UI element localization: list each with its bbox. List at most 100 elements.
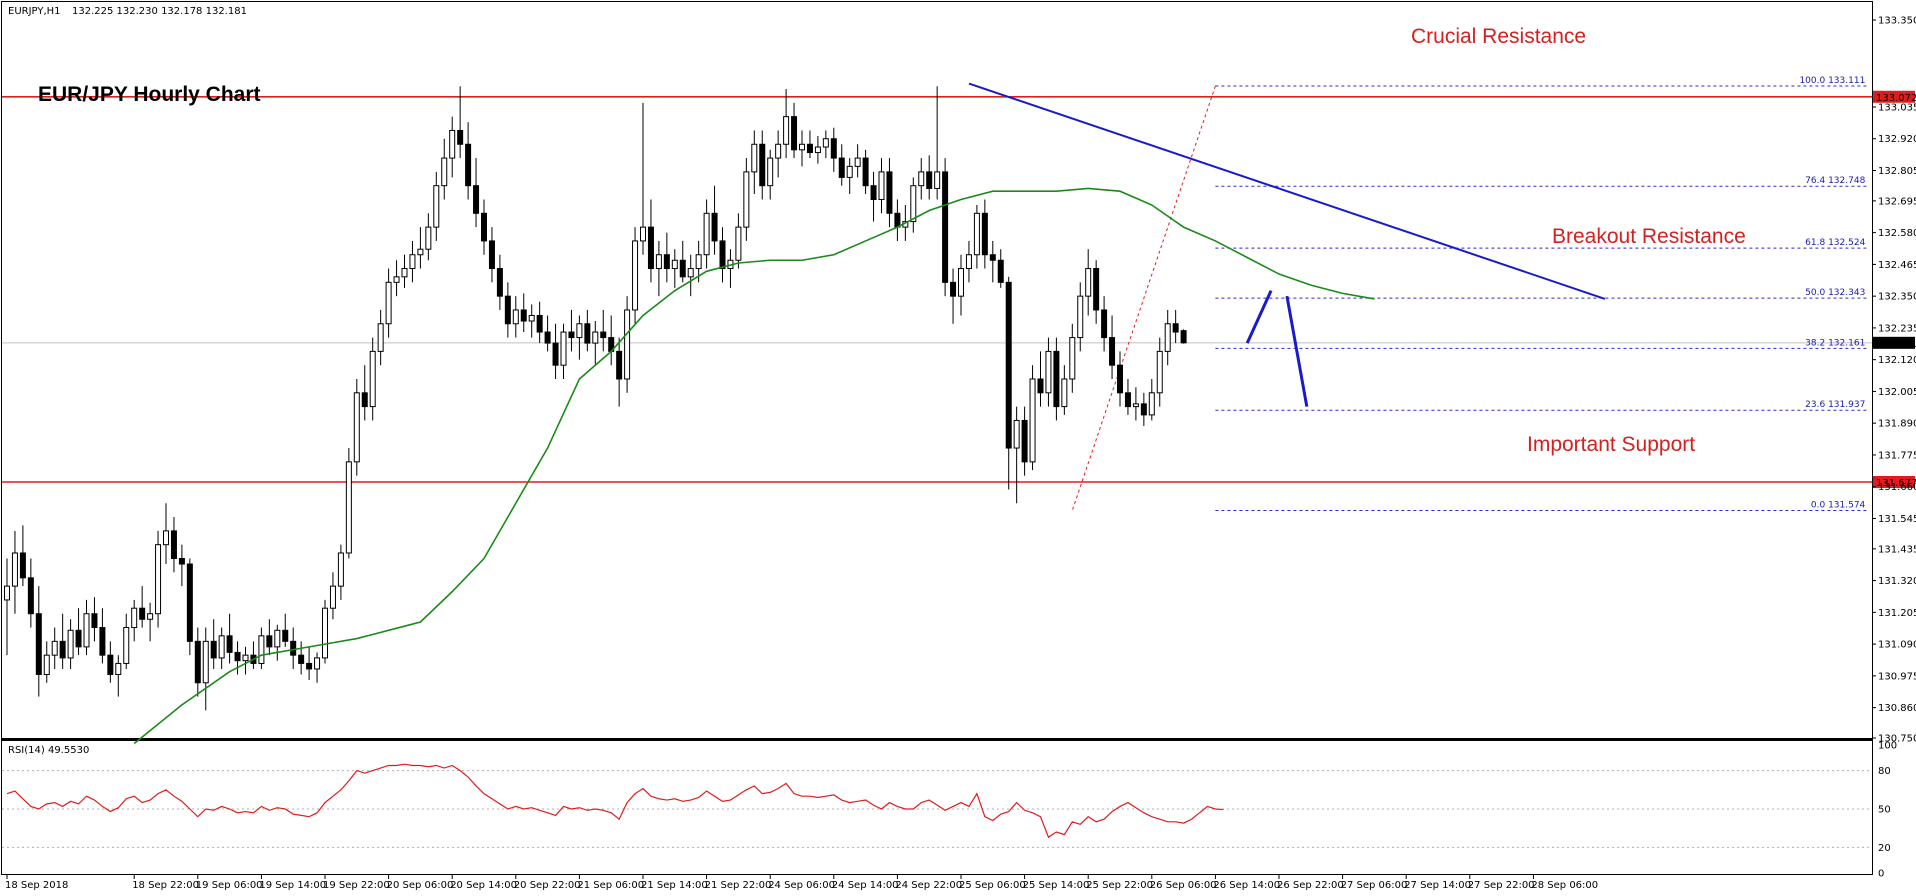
candle-body [1101,309,1108,339]
time-tick-label: 19 Sep 14:00 [259,880,326,891]
candle-body [624,309,631,380]
rsi-layer [2,763,1872,848]
candle-body [663,254,670,270]
candle-body [441,157,448,187]
candle-body [1085,268,1092,297]
candle-body [997,259,1004,283]
time-tick-label: 20 Sep 06:00 [387,880,454,891]
ohlc-readout: 132.225 132.230 132.178 132.181 [72,6,247,17]
candle-body [512,309,519,325]
time-tick-label: 27 Sep 22:00 [1468,880,1535,891]
rsi-tick-label: 50 [1878,805,1891,816]
time-tick-label: 25 Sep 22:00 [1086,880,1153,891]
fib-level-label-0: 100.0 133.111 [1799,76,1865,86]
candle-body [958,268,964,297]
candle-body [1109,337,1116,366]
candle-body [99,627,106,656]
time-tick-label: 21 Sep 06:00 [577,880,644,891]
candle-body [425,226,432,250]
candle-body [647,226,654,270]
candle-body [322,607,328,659]
candle-body [417,248,424,256]
candle-body [27,577,34,615]
candle-body [83,613,90,648]
time-tick-label: 26 Sep 22:00 [1277,880,1344,891]
price-tick-label: 131.775 [1878,450,1916,461]
candle-body [814,146,821,154]
candle-body [687,268,694,278]
candle-body [592,331,599,344]
candle-body [226,635,233,653]
candle-body [568,331,575,339]
price-tick-label: 132.805 [1878,166,1916,177]
candle-body [1140,403,1147,416]
candle-body [632,240,639,311]
candle-body [11,552,18,587]
candle-body [783,116,790,145]
candle-body [139,607,146,620]
price-tick-label: 131.890 [1878,419,1916,430]
candle-body [1005,281,1012,449]
candle-body [576,323,583,339]
time-tick-label: 18 Sep 2018 [5,880,68,891]
candle-body [560,331,567,366]
candle-body [926,171,933,189]
fibonacci-layer: 100.0 133.111 76.4 132.748 61.8 132.524 50.… [1071,76,1868,511]
candle-body [1037,378,1044,394]
projection-down-stroke [1285,295,1309,407]
candle-body [640,226,646,242]
candle-body [854,157,861,167]
price-tick-label: 131.320 [1878,576,1916,587]
candle-body [942,171,949,283]
fib-level-label-5: 23.6 131.937 [1805,400,1865,410]
candle-body [743,171,750,228]
time-tick-label: 25 Sep 06:00 [959,880,1026,891]
time-tick-label: 24 Sep 22:00 [895,880,962,891]
candle-body [838,157,845,178]
time-tick-label: 27 Sep 14:00 [1404,880,1471,891]
level-price-label-1: 131.677 [1876,478,1916,489]
candle-body [1093,268,1100,311]
candle-body [457,129,464,145]
time-tick-label: 19 Sep 22:00 [323,880,390,891]
price-tick-label: 132.695 [1878,196,1916,207]
time-tick-label: 26 Sep 14:00 [1213,880,1280,891]
candle-body [147,613,154,620]
fib-anchor-line [1071,85,1216,511]
candle-body [504,295,511,325]
candle-body [711,212,718,242]
time-tick-label: 25 Sep 14:00 [1023,880,1090,891]
candle-body [107,654,114,675]
candle-body [131,607,138,629]
candle-body [67,629,74,659]
candle-body [4,585,10,601]
candle-body [878,171,885,200]
price-tick-label: 132.350 [1878,292,1916,303]
candle-body [306,662,313,670]
breakout-resistance-label: Breakout Resistance [1552,225,1746,248]
candle-body [846,165,853,178]
candle-body [202,640,209,684]
fib-level-label-4: 38.2 132.161 [1805,338,1865,348]
candle-body [806,143,813,154]
price-tick-label: 132.005 [1878,387,1916,398]
candle-body [751,143,758,173]
axis-layer: 133.072 131.677 133.350 133.035 132.920 132.8… [5,16,1916,892]
candle-body [298,654,305,664]
candle-body [210,640,217,659]
fib-level-label-1: 76.4 132.748 [1805,176,1865,186]
rsi-header: RSI(14) 49.5530 [8,745,89,756]
candle-body [989,254,996,261]
candles-layer [4,86,1187,711]
candle-body [314,657,321,670]
candle-body [894,212,901,228]
candle-body [822,138,829,148]
candle-body [735,226,742,261]
time-tick-label: 27 Sep 06:00 [1341,880,1408,891]
candle-body [1053,350,1060,408]
candle-body [19,552,26,579]
candle-body [544,331,551,344]
price-tick-label: 131.090 [1878,640,1916,651]
time-tick-label: 24 Sep 06:00 [768,880,835,891]
candle-body [242,654,249,662]
